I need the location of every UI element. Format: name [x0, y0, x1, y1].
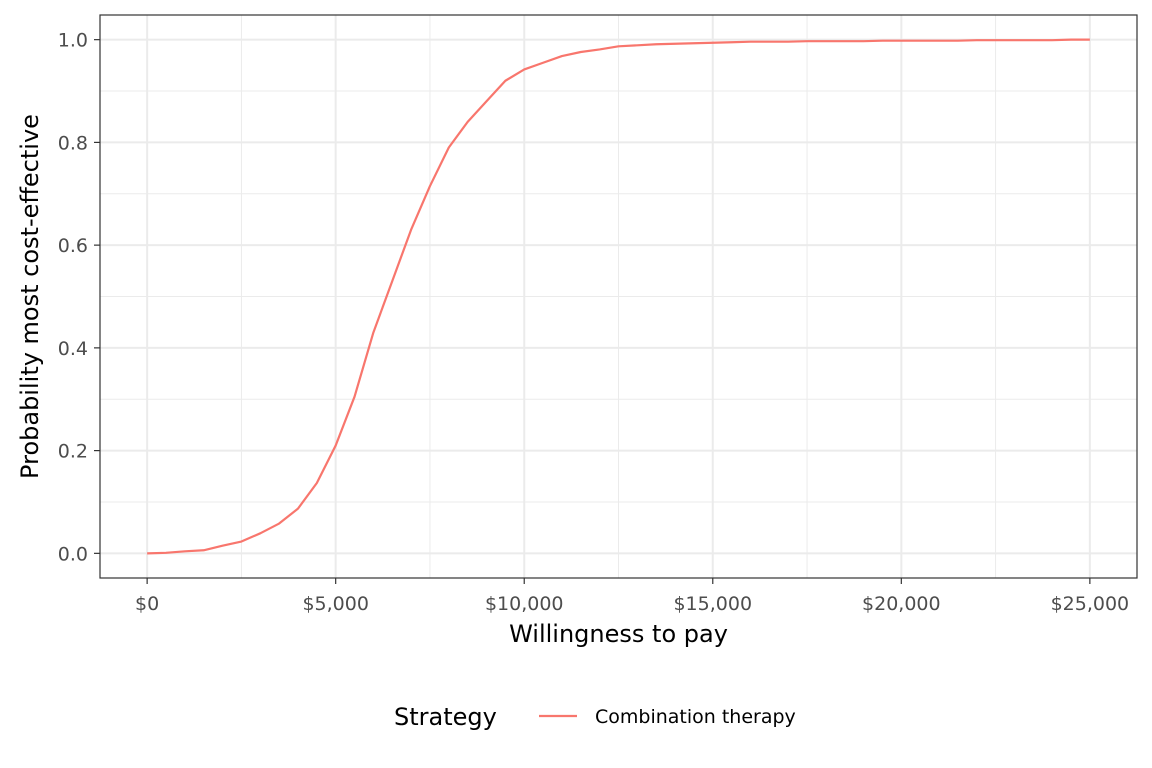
y-axis-ticks: 0.0 0.2 0.4 0.6 0.8 1.0: [58, 30, 100, 565]
x-tick-label: $15,000: [673, 593, 752, 615]
series-layer: [147, 38, 1090, 555]
legend-title: Strategy: [394, 703, 497, 731]
x-tick-label: $25,000: [1051, 593, 1130, 615]
y-tick-label: 0.6: [58, 235, 88, 257]
y-tick-label: 0.0: [58, 543, 88, 565]
x-tick-label: $20,000: [862, 593, 941, 615]
y-axis-title: Probability most cost-effective: [16, 114, 44, 479]
legend: Strategy Combination therapy: [394, 703, 796, 731]
legend-label-combination-therapy: Combination therapy: [595, 706, 796, 728]
x-tick-label: $10,000: [485, 593, 564, 615]
x-axis-title: Willingness to pay: [509, 620, 728, 648]
x-tick-label: $0: [135, 593, 159, 615]
y-tick-label: 1.0: [58, 30, 88, 52]
plot-panel-border: [99, 14, 1138, 579]
y-tick-label: 0.2: [58, 441, 88, 463]
series-line-combination-therapy: [147, 38, 1090, 555]
x-tick-label: $5,000: [302, 593, 368, 615]
minor-gridlines: [100, 15, 1137, 578]
y-tick-label: 0.8: [58, 132, 88, 154]
x-axis-ticks: $0 $5,000 $10,000 $15,000 $20,000 $25,000: [135, 578, 1129, 615]
y-tick-label: 0.4: [58, 338, 88, 360]
